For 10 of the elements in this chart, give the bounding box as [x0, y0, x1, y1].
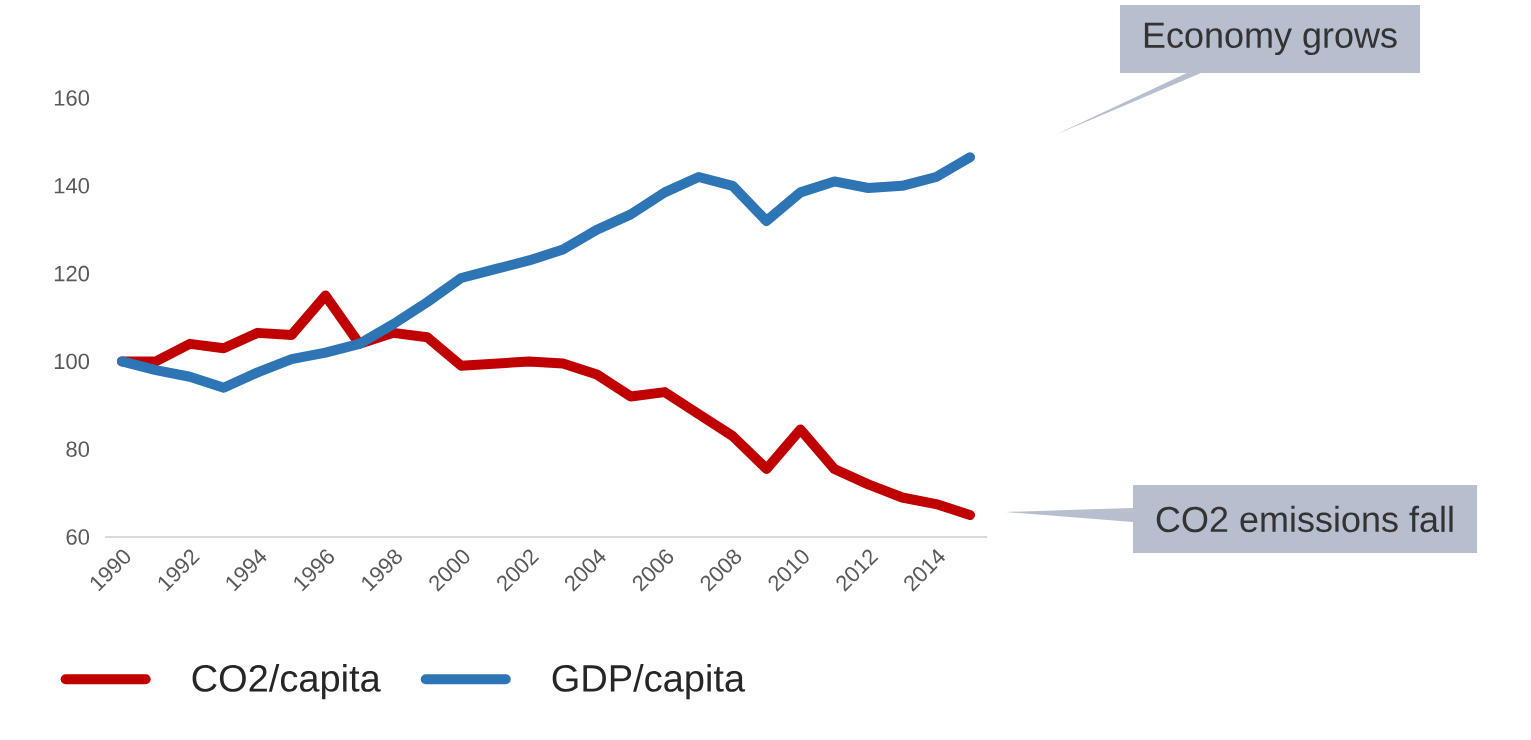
legend-label: GDP/capita [552, 663, 746, 700]
legend-label: CO2/capita [192, 663, 381, 700]
text: Economy grows [1144, 22, 1397, 56]
y-tick-label: 80 [66, 441, 90, 457]
y-tick-label: 120 [54, 265, 90, 282]
y-tick-label: 140 [54, 178, 90, 194]
y-tick-label: 160 [54, 90, 90, 106]
y-tick-label: 100 [54, 353, 90, 370]
text: CO2 emissions fall [1156, 505, 1453, 533]
y-tick-label: 60 [66, 529, 90, 545]
